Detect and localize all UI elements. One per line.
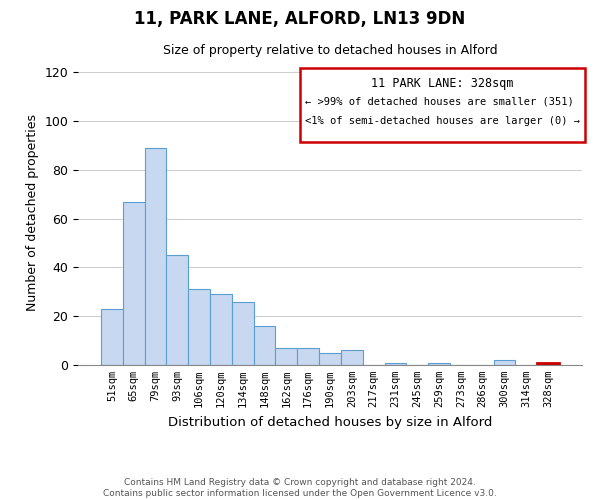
Bar	[494, 360, 515, 365]
Text: <1% of semi-detached houses are larger (0) →: <1% of semi-detached houses are larger (…	[305, 116, 580, 126]
Title: Size of property relative to detached houses in Alford: Size of property relative to detached ho…	[163, 44, 497, 58]
Bar	[166, 255, 188, 365]
FancyBboxPatch shape	[300, 68, 584, 142]
Bar	[341, 350, 363, 365]
Bar	[210, 294, 232, 365]
Bar	[275, 348, 297, 365]
Bar	[188, 290, 210, 365]
Bar	[123, 202, 145, 365]
Text: Contains HM Land Registry data © Crown copyright and database right 2024.
Contai: Contains HM Land Registry data © Crown c…	[103, 478, 497, 498]
Bar	[537, 362, 559, 365]
X-axis label: Distribution of detached houses by size in Alford: Distribution of detached houses by size …	[168, 416, 492, 428]
Bar	[232, 302, 254, 365]
Bar	[145, 148, 166, 365]
Y-axis label: Number of detached properties: Number of detached properties	[26, 114, 39, 311]
Bar	[319, 353, 341, 365]
Bar	[297, 348, 319, 365]
Text: 11 PARK LANE: 328sqm: 11 PARK LANE: 328sqm	[371, 77, 514, 90]
Bar	[101, 309, 123, 365]
Bar	[428, 362, 450, 365]
Text: ← >99% of detached houses are smaller (351): ← >99% of detached houses are smaller (3…	[305, 96, 574, 106]
Text: 11, PARK LANE, ALFORD, LN13 9DN: 11, PARK LANE, ALFORD, LN13 9DN	[134, 10, 466, 28]
Bar	[254, 326, 275, 365]
Bar	[385, 362, 406, 365]
